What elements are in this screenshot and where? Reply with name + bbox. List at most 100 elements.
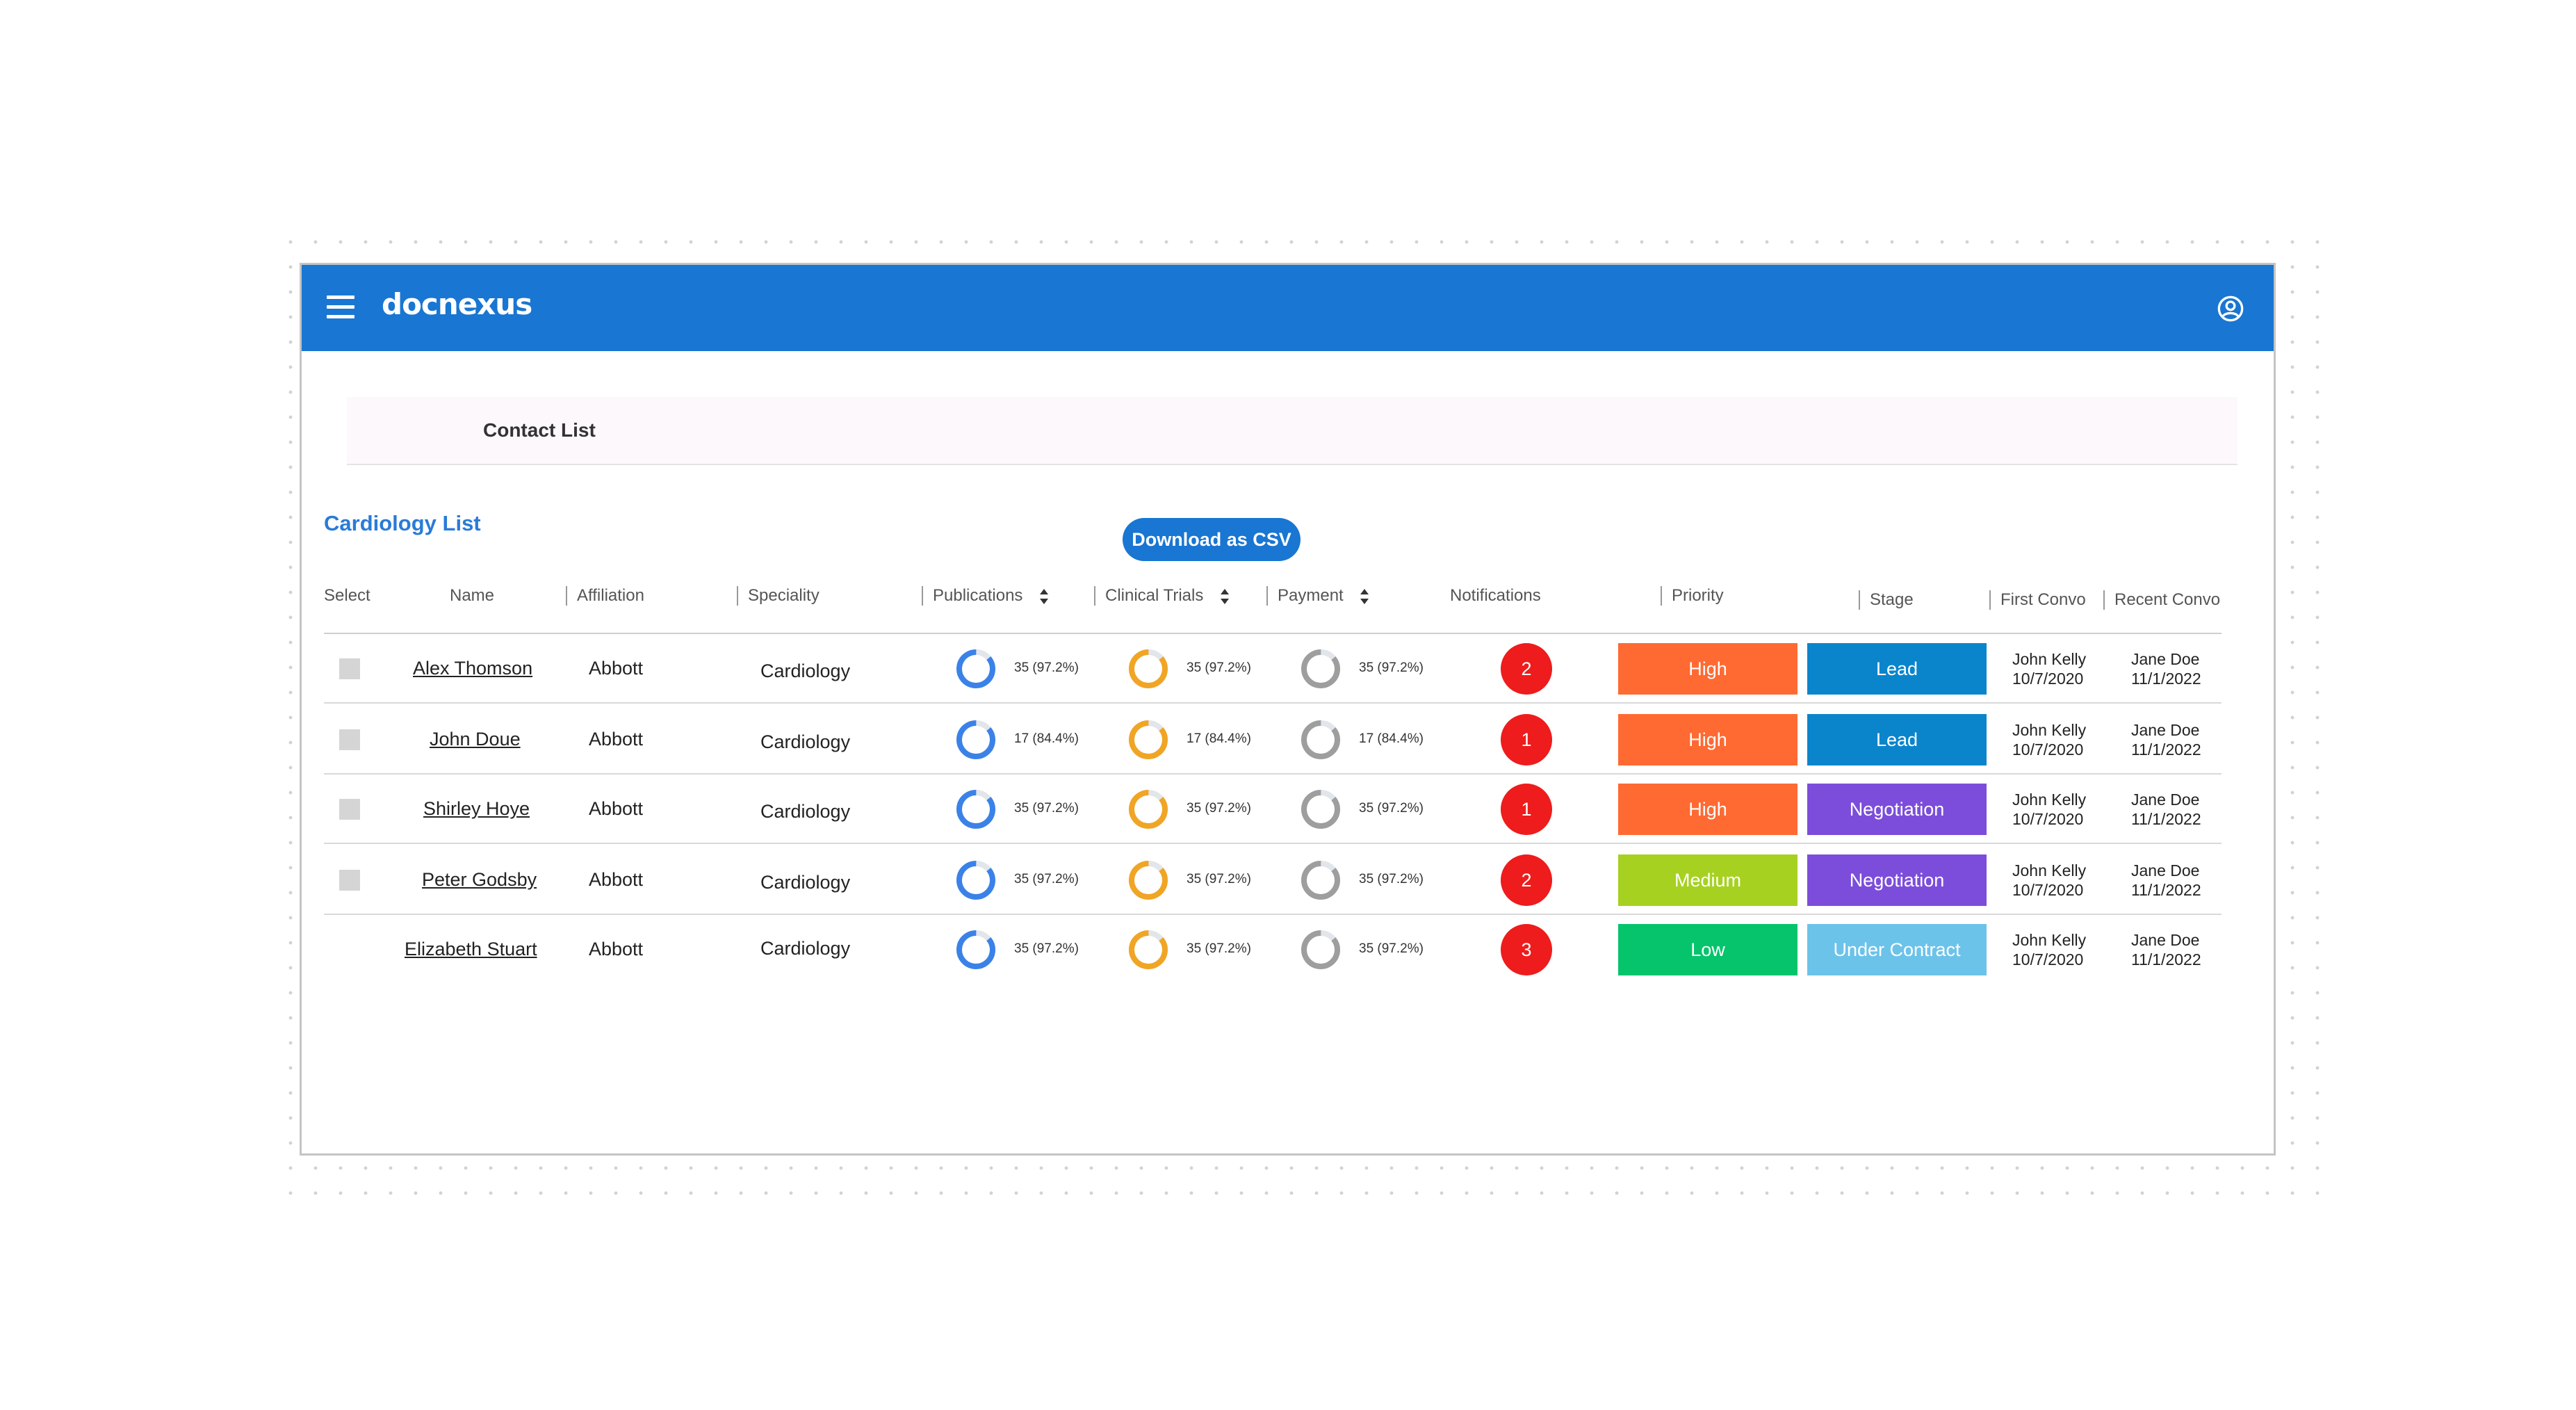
column-header-stage-label: Stage — [1870, 590, 1914, 609]
affiliation-cell: Abbott — [589, 729, 644, 749]
list-title: Cardiology List — [324, 511, 481, 535]
recent-convo-name: Jane Doe — [2131, 650, 2200, 668]
column-header-first-convo[interactable]: First Convo — [1989, 590, 2086, 610]
recent-convo-date: 11/1/2022 — [2131, 740, 2201, 759]
first-convo-cell: John Kelly 10/7/2020 — [2012, 649, 2086, 688]
first-convo-date: 10/7/2020 — [2012, 950, 2084, 969]
row-select-checkbox[interactable] — [339, 799, 360, 820]
recent-convo-date: 11/1/2022 — [2131, 670, 2201, 688]
contact-name-link[interactable]: Elizabeth Stuart — [405, 939, 537, 959]
recent-convo-cell: Jane Doe 11/1/2022 — [2131, 790, 2201, 829]
notification-badge[interactable]: 2 — [1501, 854, 1552, 906]
contact-name-link[interactable]: John Doue — [430, 729, 521, 749]
publications-ring-icon — [956, 930, 995, 969]
stage-badge[interactable]: Negotiation — [1807, 854, 1987, 906]
speciality-cell: Cardiology — [760, 661, 851, 681]
sort-icon[interactable] — [1359, 588, 1370, 606]
stage-badge[interactable]: Lead — [1807, 643, 1987, 695]
first-convo-cell: John Kelly 10/7/2020 — [2012, 861, 2086, 900]
app-window: docnexus Contact List Cardiology List Do… — [300, 263, 2276, 1156]
publications-ring-icon — [956, 720, 995, 759]
table-row[interactable]: Alex Thomson Abbott Cardiology 35 (97.2%) … — [324, 634, 2222, 704]
notification-badge[interactable]: 3 — [1501, 924, 1552, 975]
priority-badge[interactable]: High — [1618, 714, 1798, 765]
app-bar: docnexus — [302, 265, 2274, 351]
row-divider — [324, 702, 2222, 704]
stage-badge[interactable]: Negotiation — [1807, 784, 1987, 835]
clinical-trials-ring-icon — [1129, 720, 1168, 759]
clinical-trials-value: 35 (97.2%) — [1187, 661, 1251, 675]
hamburger-menu-icon[interactable] — [327, 295, 354, 319]
priority-badge[interactable]: Low — [1618, 924, 1798, 975]
clinical-trials-value: 35 (97.2%) — [1187, 801, 1251, 816]
affiliation-cell: Abbott — [589, 869, 644, 890]
account-circle-icon[interactable] — [2217, 295, 2244, 323]
priority-badge[interactable]: High — [1618, 784, 1798, 835]
column-header-priority-label: Priority — [1672, 586, 1724, 605]
contact-name-link[interactable]: Alex Thomson — [413, 658, 533, 679]
column-header-stage[interactable]: Stage — [1859, 590, 1914, 610]
clinical-trials-ring-icon — [1129, 649, 1168, 688]
table-row[interactable]: Shirley Hoye Abbott Cardiology 35 (97.2%) … — [324, 775, 2222, 844]
recent-convo-cell: Jane Doe 11/1/2022 — [2131, 861, 2201, 900]
column-header-payment[interactable]: Payment — [1266, 586, 1370, 606]
row-select-checkbox[interactable] — [339, 870, 360, 891]
table-row[interactable]: Peter Godsby Abbott Cardiology 35 (97.2%) … — [324, 845, 2222, 915]
contact-name-link[interactable]: Peter Godsby — [422, 869, 537, 890]
publications-value: 35 (97.2%) — [1014, 872, 1079, 886]
column-header-publications[interactable]: Publications — [922, 586, 1050, 606]
recent-convo-cell: Jane Doe 11/1/2022 — [2131, 649, 2201, 688]
table-row[interactable]: John Doue Abbott Cardiology 17 (84.4%) 17 … — [324, 705, 2222, 775]
affiliation-cell: Abbott — [589, 798, 644, 819]
stage-badge[interactable]: Lead — [1807, 714, 1987, 765]
breadcrumb-contact-list[interactable]: Contact List — [483, 419, 596, 441]
speciality-cell: Cardiology — [760, 801, 851, 822]
column-header-name[interactable]: Name — [450, 586, 495, 605]
payment-value: 35 (97.2%) — [1359, 872, 1424, 886]
column-header-speciality[interactable]: Speciality — [737, 586, 820, 606]
download-csv-button[interactable]: Download as CSV — [1123, 518, 1301, 561]
column-header-notifications: Notifications — [1450, 586, 1541, 605]
notification-badge[interactable]: 1 — [1501, 714, 1552, 765]
affiliation-cell: Abbott — [589, 658, 644, 679]
sort-icon[interactable] — [1219, 588, 1230, 606]
publications-ring-icon — [956, 649, 995, 688]
speciality-cell: Cardiology — [760, 731, 851, 752]
recent-convo-cell: Jane Doe 11/1/2022 — [2131, 930, 2201, 969]
contact-name-link[interactable]: Shirley Hoye — [423, 798, 530, 819]
recent-convo-name: Jane Doe — [2131, 931, 2200, 949]
first-convo-cell: John Kelly 10/7/2020 — [2012, 930, 2086, 969]
row-select-checkbox[interactable] — [339, 658, 360, 679]
row-divider — [324, 773, 2222, 775]
column-header-recent-convo[interactable]: Recent Convo — [2103, 590, 2220, 610]
recent-convo-name: Jane Doe — [2131, 791, 2200, 809]
publications-value: 17 (84.4%) — [1014, 731, 1079, 746]
column-header-clinical-trials-label: Clinical Trials — [1105, 586, 1204, 605]
column-header-payment-label: Payment — [1278, 586, 1344, 605]
notification-badge[interactable]: 1 — [1501, 784, 1552, 835]
column-header-clinical-trials[interactable]: Clinical Trials — [1094, 586, 1230, 606]
recent-convo-date: 11/1/2022 — [2131, 950, 2201, 969]
priority-badge[interactable]: Medium — [1618, 854, 1798, 906]
row-select-checkbox[interactable] — [339, 729, 360, 750]
notification-badge[interactable]: 2 — [1501, 643, 1552, 695]
table-row[interactable]: Elizabeth Stuart Abbott Cardiology 35 (97.… — [324, 915, 2222, 984]
payment-value: 17 (84.4%) — [1359, 731, 1424, 746]
payment-ring-icon — [1301, 720, 1340, 759]
sort-icon[interactable] — [1038, 588, 1050, 606]
stage-badge[interactable]: Under Contract — [1807, 924, 1987, 975]
column-header-affiliation-label: Affiliation — [577, 586, 644, 605]
column-header-priority[interactable]: Priority — [1661, 586, 1724, 606]
first-convo-name: John Kelly — [2012, 650, 2087, 668]
payment-value: 35 (97.2%) — [1359, 801, 1424, 816]
row-divider — [324, 843, 2222, 844]
clinical-trials-ring-icon — [1129, 790, 1168, 829]
publications-value: 35 (97.2%) — [1014, 661, 1079, 675]
publications-value: 35 (97.2%) — [1014, 941, 1079, 956]
first-convo-cell: John Kelly 10/7/2020 — [2012, 720, 2086, 759]
payment-value: 35 (97.2%) — [1359, 941, 1424, 956]
affiliation-cell: Abbott — [589, 939, 644, 959]
priority-badge[interactable]: High — [1618, 643, 1798, 695]
first-convo-name: John Kelly — [2012, 931, 2087, 949]
column-header-affiliation[interactable]: Affiliation — [566, 586, 644, 606]
